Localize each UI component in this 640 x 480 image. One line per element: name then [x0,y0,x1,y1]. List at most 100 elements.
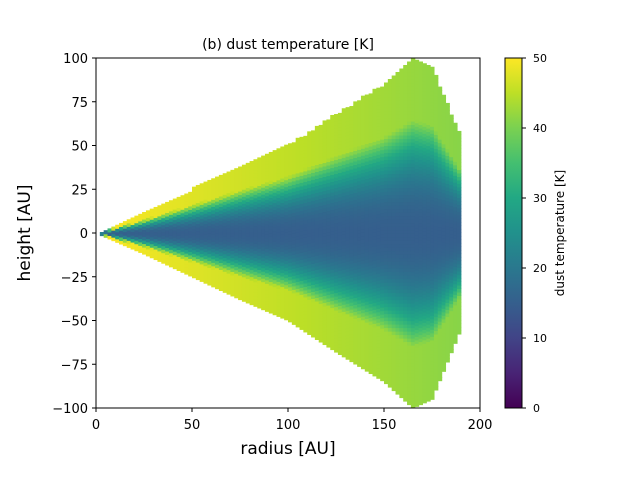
temperature-cell [207,211,212,216]
temperature-cell [168,263,174,268]
temperature-cell [253,229,258,234]
temperature-cell [176,224,182,229]
temperature-cell [207,274,212,279]
temperature-cell [437,363,443,368]
temperature-cell [303,307,308,312]
temperature-cell [387,93,393,98]
temperature-cell [456,130,462,136]
temperature-cell [330,202,335,207]
temperature-cell [410,359,416,364]
temperature-cell [249,171,255,176]
temperature-cell [284,169,289,174]
temperature-cell [245,299,251,304]
temperature-cell [268,274,274,279]
temperature-cell [395,275,400,280]
temperature-cell [368,233,374,238]
temperature-cell [422,206,427,211]
temperature-cell [295,312,301,317]
temperature-cell [422,374,427,379]
temperature-cell [445,312,450,318]
temperature-cell [430,283,435,288]
temperature-cell [364,203,370,208]
temperature-cell [230,225,235,230]
temperature-cell [330,345,335,351]
temperature-cell [326,178,331,184]
temperature-cell [157,243,162,248]
temperature-cell [426,376,431,381]
temperature-cell [414,147,420,152]
temperature-cell [395,254,400,259]
temperature-cell [307,260,312,265]
temperature-cell [441,105,447,110]
temperature-cell [368,271,374,277]
temperature-cell [295,228,301,233]
temperature-cell [180,202,185,207]
temperature-cell [153,238,159,243]
temperature-cell [449,205,454,210]
temperature-cell [368,226,374,231]
temperature-cell [307,288,312,293]
temperature-cell [364,357,370,362]
temperature-cell [380,177,385,182]
temperature-cell [307,302,312,307]
temperature-cell [353,353,358,358]
temperature-cell [364,231,370,236]
temperature-cell [218,265,224,270]
temperature-cell [410,366,416,371]
temperature-cell [384,338,389,343]
temperature-cell [437,275,443,280]
temperature-cell [280,282,285,288]
temperature-cell [195,216,201,221]
temperature-cell [380,293,385,298]
temperature-cell [299,238,304,243]
temperature-cell [372,330,377,335]
temperature-cell [430,395,435,400]
temperature-cell [453,133,458,138]
temperature-cell [330,331,335,337]
temperature-cell [322,333,327,339]
temperature-cell [449,244,454,249]
temperature-cell [384,327,389,332]
temperature-cell [318,247,324,252]
temperature-cell [330,174,335,179]
temperature-cell [291,194,297,199]
temperature-cell [360,228,366,233]
temperature-cell [276,207,281,212]
temperature-cell [334,208,339,213]
temperature-cell [238,173,243,178]
temperature-cell [441,133,447,138]
temperature-cell [234,217,239,222]
temperature-cell [203,213,208,218]
temperature-cell [403,257,408,262]
temperature-cell [410,219,416,224]
temperature-cell [430,220,435,225]
temperature-cell [426,247,431,252]
temperature-cell [403,156,408,161]
temperature-cell [280,174,285,179]
temperature-cell [276,228,281,233]
temperature-cell [295,144,301,149]
temperature-cell [422,311,427,316]
temperature-cell [276,256,281,261]
temperature-cell [207,179,212,185]
temperature-cell [387,313,393,318]
temperature-cell [326,290,331,296]
temperature-cell [245,204,251,209]
temperature-cell [433,372,439,377]
temperature-cell [410,208,416,213]
temperature-cell [449,209,454,214]
temperature-cell [291,219,297,224]
temperature-cell [456,151,462,157]
temperature-cell [241,217,247,222]
temperature-cell [387,306,393,311]
temperature-cell [184,260,189,265]
temperature-cell [364,112,370,117]
temperature-cell [403,79,408,84]
temperature-cell [441,217,447,222]
temperature-cell [368,345,374,350]
temperature-cell [241,196,247,201]
temperature-cell [445,106,450,111]
temperature-cell [353,307,358,312]
temperature-cell [403,124,408,129]
temperature-cell [295,176,301,181]
